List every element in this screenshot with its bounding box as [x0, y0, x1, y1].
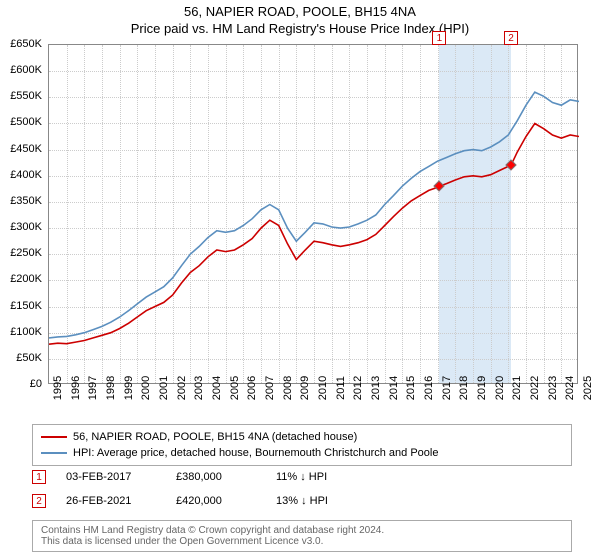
chart-area: 12 £0£50K£100K£150K£200K£250K£300K£350K£… — [48, 44, 578, 384]
x-tick-label: 1995 — [52, 376, 64, 400]
x-tick-label: 2024 — [564, 376, 576, 400]
x-tick-label: 2004 — [211, 376, 223, 400]
y-tick-label: £250K — [0, 247, 42, 259]
y-tick-label: £350K — [0, 195, 42, 207]
x-tick-label: 2018 — [458, 376, 470, 400]
x-tick-label: 2022 — [529, 376, 541, 400]
x-tick-label: 2020 — [494, 376, 506, 400]
series-svg — [49, 45, 579, 385]
x-tick-label: 2006 — [246, 376, 258, 400]
sale-row-box: 2 — [32, 494, 46, 508]
sale-row-box: 1 — [32, 470, 46, 484]
y-tick-label: £150K — [0, 300, 42, 312]
y-tick-label: £400K — [0, 169, 42, 181]
legend-swatch — [41, 452, 67, 454]
x-tick-label: 2013 — [370, 376, 382, 400]
sale-row-2: 2 26-FEB-2021 £420,000 13% ↓ HPI — [32, 494, 572, 508]
sale-note: 13% ↓ HPI — [276, 495, 366, 507]
x-tick-label: 1996 — [70, 376, 82, 400]
y-tick-label: £600K — [0, 64, 42, 76]
x-tick-label: 2001 — [158, 376, 170, 400]
attribution-line2: This data is licensed under the Open Gov… — [41, 536, 563, 547]
legend-box: 56, NAPIER ROAD, POOLE, BH15 4NA (detach… — [32, 424, 572, 466]
sale-date: 26-FEB-2021 — [66, 495, 156, 507]
legend-text: 56, NAPIER ROAD, POOLE, BH15 4NA (detach… — [73, 431, 357, 443]
x-tick-label: 1998 — [105, 376, 117, 400]
legend-swatch — [41, 436, 67, 438]
title-address: 56, NAPIER ROAD, POOLE, BH15 4NA — [0, 4, 600, 19]
x-tick-label: 2017 — [441, 376, 453, 400]
x-tick-label: 2003 — [193, 376, 205, 400]
sale-date: 03-FEB-2017 — [66, 471, 156, 483]
attribution-box: Contains HM Land Registry data © Crown c… — [32, 520, 572, 552]
sale-note: 11% ↓ HPI — [276, 471, 366, 483]
sale-marker-label-1: 1 — [432, 31, 446, 45]
x-tick-label: 2025 — [582, 376, 594, 400]
y-tick-label: £650K — [0, 38, 42, 50]
x-tick-label: 2015 — [405, 376, 417, 400]
x-tick-label: 2012 — [352, 376, 364, 400]
x-tick-label: 2011 — [335, 376, 347, 400]
x-tick-label: 2010 — [317, 376, 329, 400]
plot-region: 12 — [48, 44, 578, 384]
x-tick-label: 1997 — [87, 376, 99, 400]
sale-price: £420,000 — [176, 495, 256, 507]
legend-text: HPI: Average price, detached house, Bour… — [73, 447, 438, 459]
x-tick-label: 2000 — [140, 376, 152, 400]
sale-row-1: 1 03-FEB-2017 £380,000 11% ↓ HPI — [32, 470, 572, 484]
y-tick-label: £450K — [0, 143, 42, 155]
x-tick-label: 2014 — [388, 376, 400, 400]
x-tick-label: 2002 — [176, 376, 188, 400]
y-tick-label: £200K — [0, 273, 42, 285]
x-tick-label: 2008 — [282, 376, 294, 400]
series-hpi — [49, 92, 579, 338]
legend-row: HPI: Average price, detached house, Bour… — [41, 445, 563, 461]
x-tick-label: 2007 — [264, 376, 276, 400]
y-tick-label: £300K — [0, 221, 42, 233]
x-tick-label: 2005 — [229, 376, 241, 400]
x-tick-label: 2019 — [476, 376, 488, 400]
legend-row: 56, NAPIER ROAD, POOLE, BH15 4NA (detach… — [41, 429, 563, 445]
x-tick-label: 2021 — [511, 376, 523, 400]
sale-marker-label-2: 2 — [504, 31, 518, 45]
y-tick-label: £50K — [0, 352, 42, 364]
x-tick-label: 2023 — [547, 376, 559, 400]
x-tick-label: 2016 — [423, 376, 435, 400]
sale-price: £380,000 — [176, 471, 256, 483]
y-tick-label: £500K — [0, 116, 42, 128]
y-tick-label: £0 — [0, 378, 42, 390]
attribution-line1: Contains HM Land Registry data © Crown c… — [41, 525, 563, 536]
y-tick-label: £550K — [0, 90, 42, 102]
x-tick-label: 2009 — [299, 376, 311, 400]
x-tick-label: 1999 — [123, 376, 135, 400]
y-tick-label: £100K — [0, 326, 42, 338]
